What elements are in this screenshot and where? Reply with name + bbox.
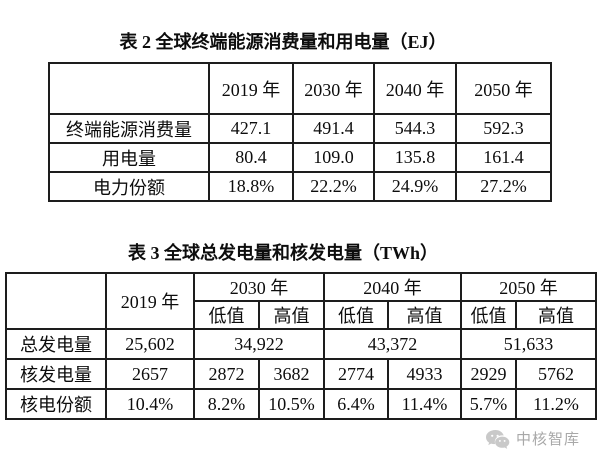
table3-header-2019: 2019 年 [105,272,195,330]
row-label: 电力份额 [48,171,210,202]
subheader-high-2030: 高值 [258,300,325,330]
table3-header-row-years: 2019 年 2030 年 2040 年 2050 年 [5,272,597,330]
table3-header-2050: 2050 年 [460,272,597,302]
value-cell-merged: 43,372 [323,328,462,360]
table2-corner-cell [48,62,210,115]
table3-header-2030: 2030 年 [193,272,325,302]
table2-energy-consumption: 2019 年 2030 年 2040 年 2050 年 终端能源消费量 427.… [48,62,552,202]
table2-header-2040: 2040 年 [373,62,457,115]
value-cell: 4933 [387,358,462,390]
table2-row-electricity-share: 电力份额 18.8% 22.2% 24.9% 27.2% [48,171,552,202]
row-label: 核电份额 [5,388,107,420]
table2-header-2030: 2030 年 [292,62,375,115]
value-cell: 8.2% [193,388,260,420]
value-cell: 2774 [323,358,389,390]
value-cell: 27.2% [455,171,552,202]
table3-header-2040: 2040 年 [323,272,462,302]
wechat-icon [485,430,510,449]
table3-corner-cell [5,272,107,330]
value-cell: 109.0 [292,142,375,173]
subheader-high-2040: 高值 [387,300,462,330]
value-cell: 2872 [193,358,260,390]
table2-title: 表 2 全球终端能源消费量和用电量（EJ） [119,32,447,52]
table3-row-nuclear-share: 核电份额 10.4% 8.2% 10.5% 6.4% 11.4% 5.7% 11… [5,388,597,420]
value-cell: 25,602 [105,328,195,360]
value-cell: 22.2% [292,171,375,202]
row-label: 核发电量 [5,358,107,390]
value-cell: 11.2% [515,388,597,420]
value-cell: 491.4 [292,113,375,144]
value-cell: 2657 [105,358,195,390]
value-cell: 10.5% [258,388,325,420]
value-cell: 24.9% [373,171,457,202]
value-cell: 2929 [460,358,517,390]
row-label: 总发电量 [5,328,107,360]
value-cell-merged: 51,633 [460,328,597,360]
value-cell: 6.4% [323,388,389,420]
watermark-text: 中核智库 [515,432,580,448]
table2-header-2050: 2050 年 [455,62,552,115]
table3-row-total-generation: 总发电量 25,602 34,922 43,372 51,633 [5,328,597,360]
subheader-high-2050: 高值 [515,300,597,330]
value-cell: 18.8% [208,171,294,202]
value-cell: 592.3 [455,113,552,144]
subheader-low-2050: 低值 [460,300,517,330]
table2-row-electricity-use: 用电量 80.4 109.0 135.8 161.4 [48,142,552,173]
subheader-low-2040: 低值 [323,300,389,330]
table3-row-nuclear-generation: 核发电量 2657 2872 3682 2774 4933 2929 5762 [5,358,597,390]
value-cell-merged: 34,922 [193,328,325,360]
table3-header-row-lowhigh: 低值 高值 低值 高值 低值 高值 [6,300,597,330]
value-cell: 161.4 [455,142,552,173]
table2-header-2019: 2019 年 [208,62,294,115]
value-cell: 5.7% [460,388,517,420]
value-cell: 544.3 [373,113,457,144]
subheader-low-2030: 低值 [193,300,260,330]
value-cell: 80.4 [208,142,294,173]
table2-header-row: 2019 年 2030 年 2040 年 2050 年 [48,62,552,115]
watermark: 中核智库 [485,429,580,451]
table3-title: 表 3 全球总发电量和核发电量（TWh） [127,243,438,263]
row-label: 用电量 [48,142,210,173]
value-cell: 11.4% [387,388,462,420]
table3-power-generation: 2019 年 2030 年 2040 年 2050 年 低值 高值 低值 高值 … [5,272,597,420]
value-cell: 135.8 [373,142,457,173]
row-label: 终端能源消费量 [48,113,210,144]
value-cell: 5762 [515,358,597,390]
value-cell: 427.1 [208,113,294,144]
table2-row-final-energy: 终端能源消费量 427.1 491.4 544.3 592.3 [48,113,552,144]
value-cell: 3682 [258,358,325,390]
value-cell: 10.4% [105,388,195,420]
